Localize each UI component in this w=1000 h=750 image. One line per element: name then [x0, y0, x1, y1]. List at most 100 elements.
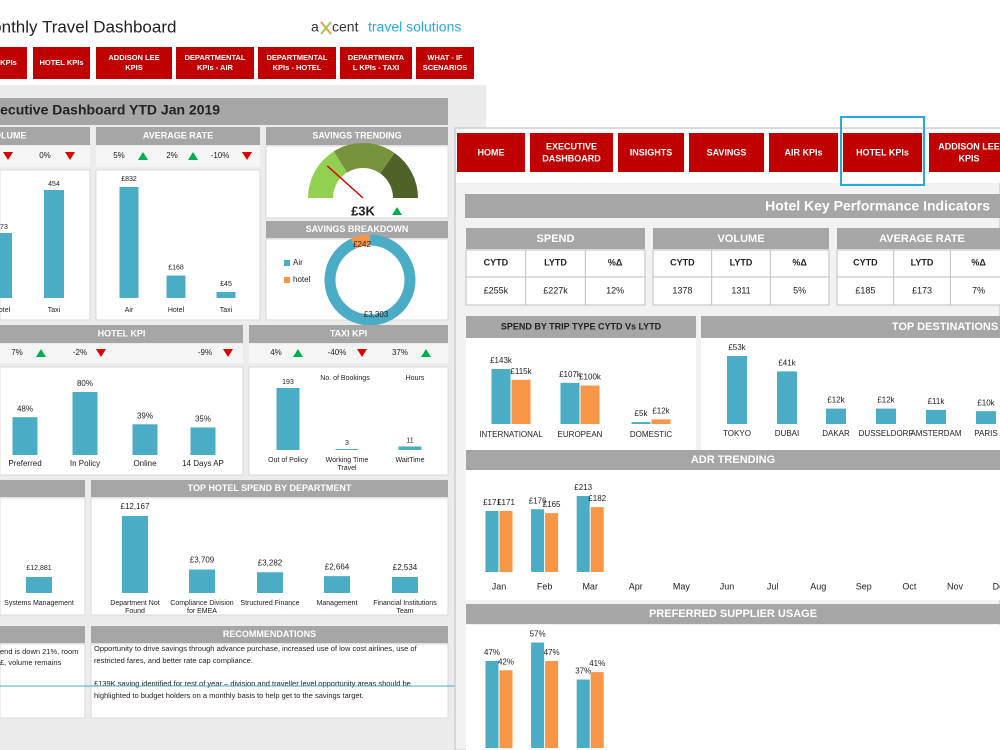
- panel-title: SAVINGS BREAKDOWN: [306, 224, 409, 234]
- nav-label: SCENARIOS: [423, 63, 468, 72]
- recommendation-text: £139K saving identified for rest of year…: [94, 679, 411, 688]
- data-label: £115k: [510, 367, 532, 376]
- panel-header: [466, 450, 1000, 470]
- nav-button: [258, 47, 336, 79]
- panel-header: [466, 316, 696, 338]
- nav-label: DASHBOARD: [542, 153, 601, 163]
- bar: [72, 392, 98, 455]
- dashboard-title: Monthly Travel Dashboard: [0, 17, 176, 36]
- data-label: £10k: [977, 398, 995, 407]
- data-label: £176: [529, 496, 547, 505]
- donut-segment: [324, 234, 416, 326]
- trend-arrow: [223, 349, 233, 357]
- category-label: EUROPEAN: [558, 430, 603, 439]
- data-label: £182: [588, 494, 606, 503]
- nav-button: [33, 47, 90, 79]
- kpi-column: %Δ: [792, 257, 807, 267]
- category-label: Oct: [902, 581, 917, 591]
- nav-label: ADDISON LEE: [108, 53, 159, 62]
- indicator-row: [0, 146, 90, 167]
- legend-label: hotel: [293, 275, 311, 284]
- nav-button: [618, 133, 684, 172]
- category-label: Management: [317, 600, 358, 607]
- category-label: Air: [125, 307, 134, 314]
- data-label: £213: [574, 483, 592, 492]
- kpi-column: CYTD: [484, 257, 509, 267]
- data-label: 35%: [195, 415, 211, 424]
- kpi-change: 37%: [392, 348, 408, 357]
- legend-label: Air: [293, 258, 303, 267]
- kpi-value: £227k: [543, 285, 568, 295]
- category-label: Financial Institutions: [373, 600, 437, 607]
- logo-text: cent: [332, 19, 359, 35]
- bar: [257, 572, 283, 593]
- panel-body: [0, 497, 86, 616]
- data-label: 47%: [544, 648, 560, 657]
- panel-title: SPEND BY TRIP TYPE CYTD Vs LYTD: [501, 321, 662, 331]
- bar: [132, 424, 158, 455]
- nav-label: HOTEL KPIs: [39, 58, 83, 67]
- data-label: £242: [353, 240, 371, 249]
- bar: [876, 408, 896, 424]
- nav-label: KPIS: [958, 153, 979, 163]
- data-label: £3,709: [190, 556, 215, 565]
- kpi-value: 7%: [972, 285, 985, 295]
- kpi-column: LYTD: [911, 257, 934, 267]
- kpi-header: [653, 228, 829, 249]
- panel-body: [701, 338, 1000, 450]
- bar: [651, 419, 671, 424]
- panel-title: HOTEL KPI: [98, 328, 146, 338]
- bar: [531, 642, 545, 748]
- kpi-header: [466, 228, 645, 249]
- category-label: TOKYO: [723, 429, 751, 438]
- data-label: 48%: [17, 404, 33, 413]
- category-label: WaitTime: [395, 457, 424, 464]
- data-label: £12k: [877, 396, 895, 405]
- trend-arrow: [357, 349, 367, 357]
- indicator-row: [0, 344, 243, 363]
- data-label: £45: [220, 281, 232, 288]
- logo-text: a: [311, 19, 319, 35]
- data-label: 3: [345, 440, 349, 447]
- annotation: No. of Bookings: [320, 375, 370, 382]
- indicator-row: [249, 344, 448, 363]
- heading-bar: [465, 194, 1000, 218]
- data-label: £12k: [827, 396, 845, 405]
- category-label: DUSSELDORF: [859, 429, 914, 438]
- panel-body: [0, 366, 244, 476]
- bar: [580, 385, 600, 424]
- gauge-needle: [326, 165, 364, 199]
- nav-label: AIR KPIs: [784, 147, 822, 157]
- panel-header: [701, 316, 1000, 338]
- bar: [531, 509, 545, 572]
- nav-label: KPIs - HOTEL: [273, 63, 322, 72]
- data-label: 80%: [77, 379, 93, 388]
- kpi-value: £185: [855, 285, 875, 295]
- kpi-value: 5%: [793, 285, 806, 295]
- gauge-segment: [308, 151, 348, 198]
- panel-header: [266, 221, 448, 238]
- data-label: £41k: [778, 359, 796, 368]
- category-label: for EMEA: [187, 608, 217, 615]
- kpi-column: LYTD: [544, 257, 567, 267]
- kpi-column: CYTD: [670, 257, 695, 267]
- trend-arrow: [392, 207, 402, 215]
- bar: [499, 670, 513, 748]
- kpi-change: -40%: [328, 348, 347, 357]
- annotation: Hours: [406, 375, 425, 382]
- category-label: Hotel: [168, 307, 185, 314]
- panel-body: [0, 643, 86, 719]
- panel-header: [91, 626, 448, 643]
- kpi-change: 7%: [11, 348, 23, 357]
- data-label: £11k: [928, 397, 946, 406]
- category-label: Online: [133, 459, 157, 468]
- category-label: DAKAR: [822, 429, 850, 438]
- category-label: Taxi: [48, 307, 61, 314]
- bar: [216, 291, 236, 298]
- summary-text: £, volume remains: [0, 658, 62, 667]
- nav-label: HOTEL KPIs: [856, 147, 909, 157]
- nav-label: ADDISON LEE: [938, 141, 1000, 151]
- panel-title: TOP HOTEL SPEND BY DEPARTMENT: [188, 483, 352, 493]
- kpi-change: 2%: [166, 151, 178, 160]
- savings-value: £3K: [351, 203, 375, 218]
